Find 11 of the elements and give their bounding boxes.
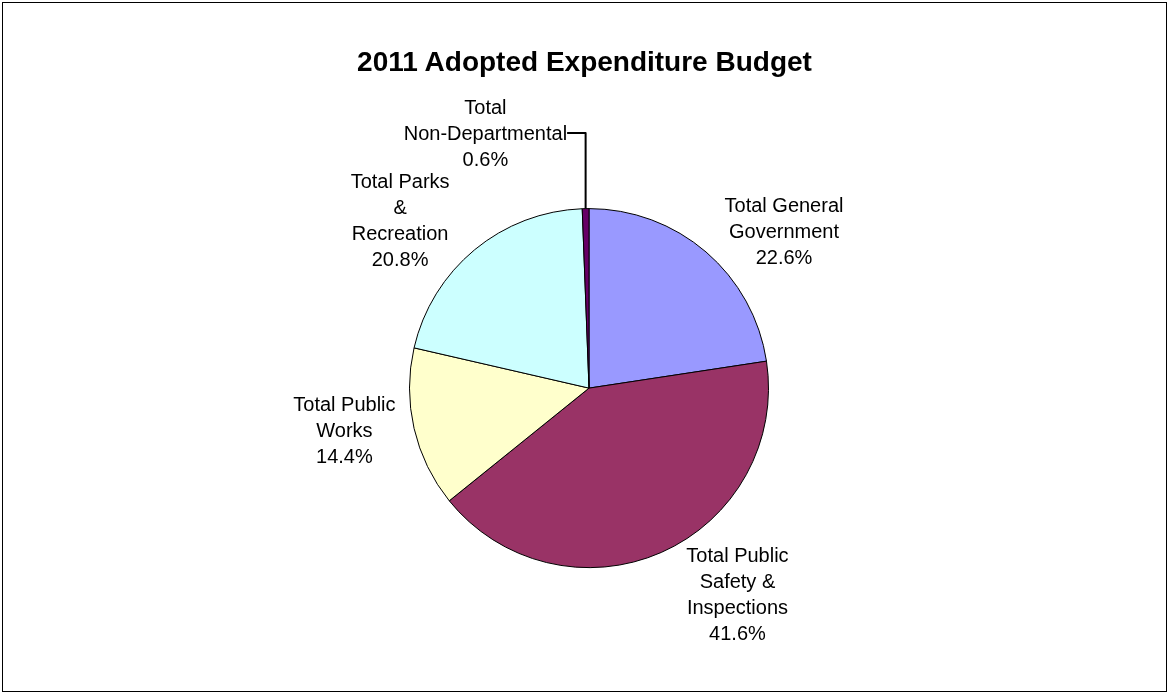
data-label: 22.6% xyxy=(755,245,813,268)
slice-label: Total Parks & Recreation xyxy=(350,170,450,245)
slice-label: Total General Government xyxy=(724,193,844,242)
chart-title: 2011 Adopted Expenditure Budget xyxy=(357,45,812,77)
data-label: 14.4% xyxy=(316,445,373,468)
slice-label: Total Public Safety & Inspections xyxy=(686,544,789,619)
slice-label: Total Public Works xyxy=(293,393,396,442)
slice-label: Total Non-Departmental xyxy=(403,96,568,145)
data-label: 0.6% xyxy=(462,148,509,171)
data-label: 20.8% xyxy=(371,248,429,271)
data-label: 41.6% xyxy=(709,622,767,645)
